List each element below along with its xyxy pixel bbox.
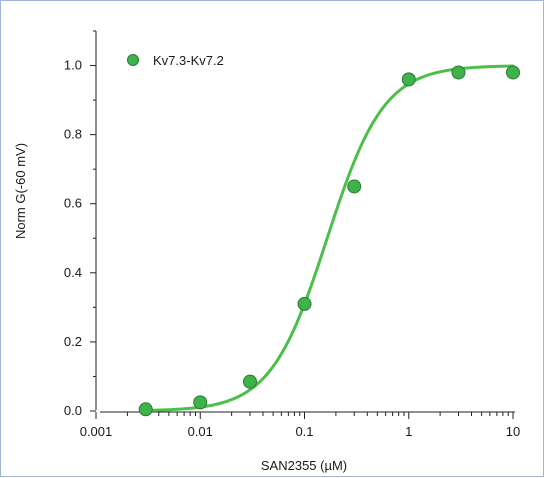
- fit-curve: [144, 64, 515, 412]
- x-tick-label: 10: [506, 424, 520, 439]
- y-tick-label: 0.8: [64, 127, 82, 142]
- data-point: [242, 374, 257, 389]
- axes: [95, 31, 515, 413]
- x-tick-label: 0.001: [80, 424, 113, 439]
- x-tick-label: 1: [405, 424, 412, 439]
- fit-layer: [144, 64, 515, 412]
- y-tick-label: 0.4: [64, 265, 82, 280]
- data-point: [297, 296, 312, 311]
- data-point: [138, 402, 153, 417]
- y-tick-label: 0.6: [64, 196, 82, 211]
- y-axis-title: Norm G(-60 mV): [13, 143, 28, 239]
- x-axis-title: SAN2355 (µM): [261, 458, 347, 473]
- legend-label: Kv7.3-Kv7.2: [153, 53, 224, 68]
- legend-marker: [127, 54, 139, 66]
- y-tick-label: 0.2: [64, 334, 82, 349]
- y-tick-label: 0.0: [64, 403, 82, 418]
- data-point: [193, 395, 208, 410]
- x-tick-label: 0.1: [295, 424, 313, 439]
- data-point: [401, 72, 416, 87]
- data-point: [451, 65, 466, 80]
- ticks: 0.0 0.2 0.4 0.6 0.8 1.0 0.001 0.01 0.1 1 10: [64, 30, 520, 439]
- y-tick-label: 1.0: [64, 58, 82, 73]
- x-tick-label: 0.01: [188, 424, 213, 439]
- data-point: [506, 65, 520, 80]
- data-point: [347, 179, 362, 194]
- points-layer: [138, 65, 520, 417]
- legend: Kv7.3-Kv7.2: [127, 53, 224, 68]
